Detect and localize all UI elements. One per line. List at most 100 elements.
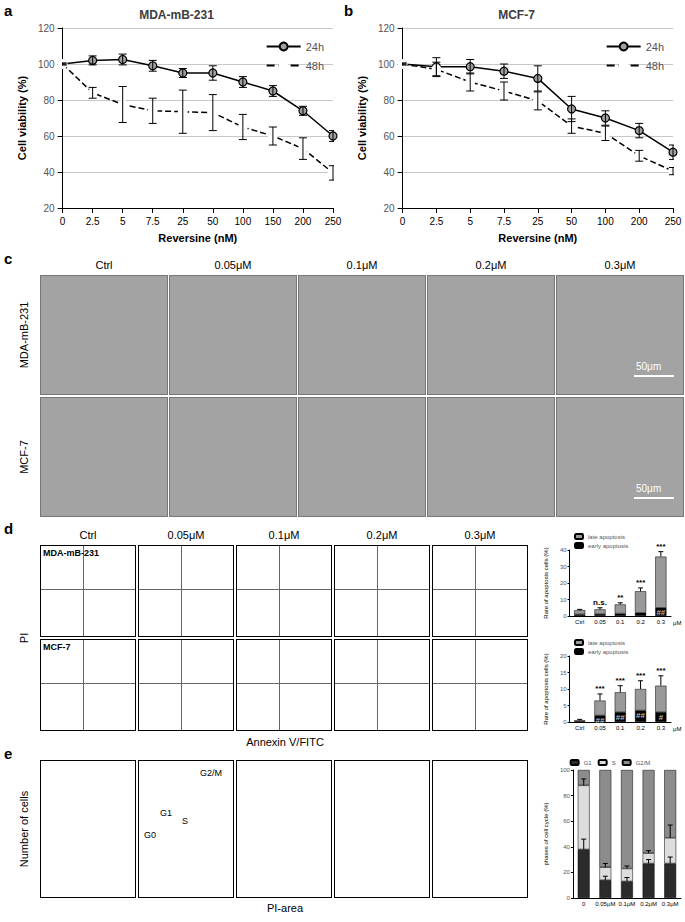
svg-text:0: 0	[563, 719, 567, 725]
svg-text:7.5: 7.5	[497, 216, 511, 227]
svg-text:25: 25	[532, 216, 544, 227]
svg-text:***: ***	[616, 676, 626, 685]
svg-text:50: 50	[207, 216, 219, 227]
svg-text:Reversine (nM): Reversine (nM)	[498, 232, 577, 244]
svg-text:0: 0	[582, 901, 586, 907]
svg-text:50: 50	[566, 216, 578, 227]
svg-text:2.5: 2.5	[429, 216, 443, 227]
svg-text:20: 20	[560, 580, 567, 586]
svg-text:24h: 24h	[646, 41, 664, 53]
svg-text:late apoptosis: late apoptosis	[588, 640, 625, 646]
svg-text:##: ##	[636, 711, 645, 720]
svg-text:48h: 48h	[646, 60, 664, 72]
svg-text:##: ##	[656, 608, 665, 617]
svg-text:0: 0	[60, 216, 66, 227]
svg-text:Reversine (nM): Reversine (nM)	[158, 232, 237, 244]
svg-text:40: 40	[560, 547, 567, 553]
svg-text:40: 40	[43, 167, 55, 178]
svg-text:20: 20	[43, 203, 55, 214]
svg-text:10: 10	[560, 597, 567, 603]
svg-text:0: 0	[400, 216, 406, 227]
svg-text:0.2μM: 0.2μM	[640, 901, 657, 907]
svg-text:n.s.: n.s.	[593, 598, 607, 607]
html-text:Ctrl: Ctrl	[95, 259, 113, 271]
svg-text:0.2: 0.2	[636, 619, 645, 625]
svg-text:##: ##	[616, 713, 625, 722]
svg-text:100: 100	[597, 216, 614, 227]
svg-text:0: 0	[563, 613, 567, 619]
svg-text:150: 150	[265, 216, 282, 227]
svg-text:250: 250	[665, 216, 682, 227]
svg-text:MDA-mB-231: MDA-mB-231	[139, 8, 214, 22]
svg-text:early apoptosis: early apoptosis	[588, 649, 628, 655]
svg-text:100: 100	[38, 59, 55, 70]
svg-text:0.2: 0.2	[636, 725, 645, 731]
html-text:0.05μM: 0.05μM	[214, 259, 252, 271]
svg-text:G2/M: G2/M	[636, 760, 651, 766]
svg-text:250: 250	[325, 216, 342, 227]
svg-text:24h: 24h	[306, 41, 324, 53]
svg-text:200: 200	[295, 216, 312, 227]
svg-text:120: 120	[378, 23, 395, 34]
svg-text:20: 20	[560, 653, 567, 659]
html-text:0.1μM: 0.1μM	[346, 259, 378, 271]
svg-text:early apoptosis: early apoptosis	[588, 543, 628, 549]
svg-text:20: 20	[383, 203, 395, 214]
svg-text:0.3: 0.3	[657, 619, 666, 625]
svg-text:10: 10	[560, 686, 567, 692]
svg-text:200: 200	[631, 216, 648, 227]
svg-text:***: ***	[595, 684, 605, 693]
svg-text:0.3μM: 0.3μM	[662, 901, 679, 907]
svg-text:***: ***	[636, 671, 646, 680]
svg-text:Ctrl: Ctrl	[575, 725, 584, 731]
svg-text:40: 40	[563, 844, 570, 850]
svg-text:μM: μM	[673, 620, 681, 626]
svg-text:15: 15	[560, 670, 567, 676]
svg-text:***: ***	[656, 666, 666, 675]
svg-text:μM: μM	[673, 726, 681, 732]
svg-text:0.3: 0.3	[657, 725, 666, 731]
svg-text:30: 30	[560, 564, 567, 570]
svg-text:60: 60	[43, 131, 55, 142]
svg-text:20: 20	[563, 869, 570, 875]
svg-text:80: 80	[383, 95, 395, 106]
svg-text:0.05μM: 0.05μM	[595, 901, 615, 907]
svg-text:Rate of apoptosis cells (%): Rate of apoptosis cells (%)	[543, 653, 549, 724]
svg-text:0.1μM: 0.1μM	[619, 901, 636, 907]
svg-text:0: 0	[567, 895, 571, 901]
svg-text:60: 60	[563, 818, 570, 824]
svg-text:0.05: 0.05	[594, 619, 606, 625]
svg-text:#: #	[659, 713, 664, 722]
svg-text:Cell viability (%): Cell viability (%)	[16, 75, 28, 160]
svg-text:MCF-7: MCF-7	[498, 8, 535, 22]
svg-text:S: S	[612, 760, 616, 766]
svg-text:100: 100	[235, 216, 252, 227]
svg-text:100: 100	[560, 767, 571, 773]
svg-text:***: ***	[636, 578, 646, 587]
svg-text:G1: G1	[584, 760, 593, 766]
svg-text:5: 5	[120, 216, 126, 227]
svg-text:0.1: 0.1	[616, 619, 625, 625]
svg-text:phases of cell cycle (%): phases of cell cycle (%)	[543, 802, 549, 865]
svg-text:late apoptosis: late apoptosis	[588, 534, 625, 540]
svg-text:0.1: 0.1	[616, 725, 625, 731]
svg-text:5: 5	[467, 216, 473, 227]
svg-text:**: **	[617, 593, 624, 602]
svg-text:120: 120	[38, 23, 55, 34]
svg-text:##: ##	[596, 716, 605, 725]
svg-text:***: ***	[656, 542, 666, 551]
svg-text:60: 60	[383, 131, 395, 142]
svg-text:Rate of apoptosis cells (%): Rate of apoptosis cells (%)	[543, 547, 549, 618]
svg-text:80: 80	[43, 95, 55, 106]
svg-text:80: 80	[563, 793, 570, 799]
svg-text:7.5: 7.5	[146, 216, 160, 227]
svg-text:25: 25	[177, 216, 189, 227]
svg-text:100: 100	[378, 59, 395, 70]
svg-text:Ctrl: Ctrl	[575, 619, 584, 625]
svg-text:48h: 48h	[306, 60, 324, 72]
svg-text:Cell viability (%): Cell viability (%)	[356, 75, 368, 160]
svg-text:40: 40	[383, 167, 395, 178]
svg-text:2.5: 2.5	[86, 216, 100, 227]
svg-text:0.05: 0.05	[594, 725, 606, 731]
svg-text:5: 5	[563, 703, 567, 709]
